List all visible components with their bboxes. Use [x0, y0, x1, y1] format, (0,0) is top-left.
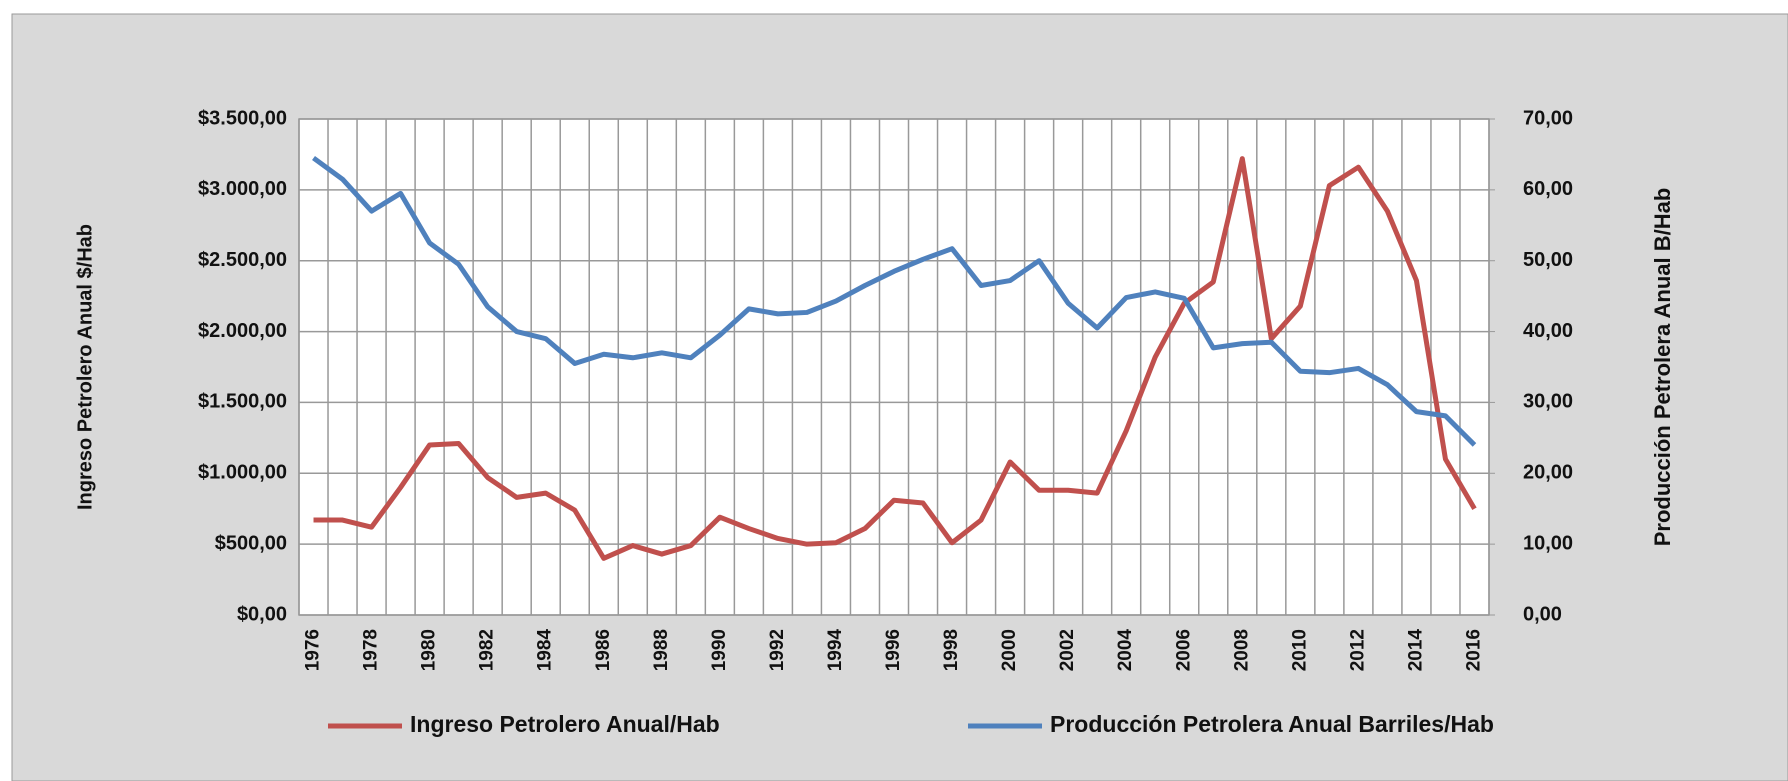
x-tick-label: 2012: [1347, 629, 1368, 671]
y2-tick-label: 70,00: [1523, 107, 1573, 129]
plot-border: [298, 118, 1490, 616]
y-tick-label: $2.000,00: [198, 320, 287, 342]
x-tick-label: 2008: [1231, 629, 1252, 671]
series-line: [313, 156, 1477, 561]
x-tick-label: 1990: [709, 629, 730, 671]
y2-tick-label: 0,00: [1523, 603, 1562, 625]
x-tick-label: 2014: [1405, 629, 1426, 672]
x-tick-label: 2016: [1464, 629, 1485, 671]
x-tick-label: 1996: [883, 629, 904, 671]
y2-tick-label: 30,00: [1523, 391, 1573, 413]
y2-tick-label: 40,00: [1523, 320, 1573, 342]
y-tick-label: $1.000,00: [198, 462, 287, 484]
x-tick-label: 1994: [825, 629, 846, 672]
x-tick-label: 1976: [303, 629, 324, 671]
y2-axis-title: Producción Petrolera Anual B/Hab: [1650, 188, 1675, 547]
y-tick-label: $0,00: [237, 603, 287, 625]
x-tick-label: 1986: [593, 629, 614, 671]
x-tick-label: 2010: [1289, 629, 1310, 671]
y2-tick-label: 10,00: [1523, 532, 1573, 554]
x-tick-label: 1984: [535, 629, 556, 672]
y-tick-label: $3.000,00: [198, 178, 287, 200]
x-tick-label: 1980: [419, 629, 440, 671]
x-tick-label: 1988: [651, 629, 672, 671]
y-tick-label: $500,00: [215, 532, 287, 554]
legend-label: Ingreso Petrolero Anual/Hab: [410, 711, 720, 737]
x-tick-label: 2004: [1115, 629, 1136, 672]
x-tick-label: 2002: [1057, 629, 1078, 671]
x-tick-label: 1982: [477, 629, 498, 671]
x-tick-label: 1998: [941, 629, 962, 671]
y-tick-label: $1.500,00: [198, 391, 287, 413]
x-tick-label: 2006: [1173, 629, 1194, 671]
y-tick-label: $3.500,00: [198, 107, 287, 129]
y-axis-title: Ingreso Petrolero Anual $/Hab: [74, 224, 96, 510]
plot-area: [299, 119, 1489, 615]
y2-tick-label: 60,00: [1523, 178, 1573, 200]
y2-tick-label: 50,00: [1523, 249, 1573, 271]
x-tick-label: 1992: [767, 629, 788, 671]
legend-label: Producción Petrolera Anual Barriles/Hab: [1050, 711, 1494, 737]
y-tick-label: $2.500,00: [198, 249, 287, 271]
x-tick-label: 2000: [999, 629, 1020, 671]
x-tick-label: 1978: [361, 629, 382, 671]
y2-tick-label: 20,00: [1523, 462, 1573, 484]
series-line: [312, 155, 1477, 447]
